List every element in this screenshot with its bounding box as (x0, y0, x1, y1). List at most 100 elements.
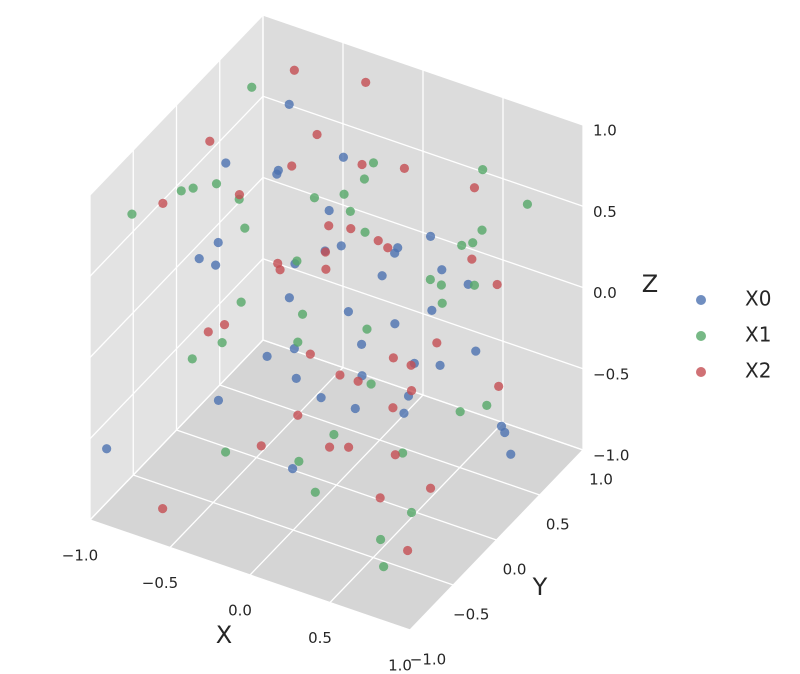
point (213, 237, 223, 248)
point (373, 236, 383, 246)
point (399, 408, 409, 418)
point (321, 264, 331, 274)
x-axis-label: X (216, 621, 232, 649)
grid-line (262, 14, 584, 126)
point (357, 159, 367, 170)
point (390, 319, 400, 329)
point (427, 305, 437, 315)
point (478, 165, 488, 175)
x-tick-label: 0.5 (308, 629, 332, 647)
grid-line (262, 339, 584, 451)
grid-line (89, 177, 264, 358)
point (361, 77, 371, 87)
grid-line (262, 95, 584, 207)
point (494, 381, 504, 391)
point (272, 169, 282, 179)
grid-line (176, 429, 497, 541)
point (376, 534, 386, 545)
point (262, 351, 272, 361)
grid-line (89, 95, 264, 277)
point (437, 298, 447, 308)
legend-marker (696, 295, 706, 305)
point (320, 247, 331, 257)
point (187, 354, 197, 364)
z-axis-label: Z (642, 270, 658, 298)
x-tick-label: −0.5 (142, 574, 178, 592)
y-tick-label: 0.5 (546, 516, 570, 534)
point (273, 258, 283, 268)
grid-line (89, 339, 264, 521)
point (471, 346, 481, 356)
point (425, 231, 436, 241)
legend-label: X2 (745, 359, 771, 383)
point (388, 353, 398, 363)
point (390, 450, 400, 460)
z-tick-label: −0.5 (593, 365, 629, 383)
point (477, 225, 487, 235)
point (158, 504, 168, 514)
point (496, 421, 507, 431)
point (360, 227, 370, 237)
point (221, 158, 231, 168)
grid-line (219, 384, 540, 496)
point (324, 442, 335, 452)
point (194, 254, 204, 264)
point (506, 449, 516, 459)
grid-line (262, 258, 584, 370)
point (406, 386, 417, 396)
point (492, 279, 502, 290)
point (305, 349, 315, 359)
point (316, 393, 326, 403)
point (403, 545, 413, 556)
point (366, 379, 376, 389)
point (425, 274, 435, 285)
point (338, 152, 349, 162)
point (467, 254, 477, 264)
z-tick-label: 0.0 (593, 284, 617, 302)
point (399, 163, 409, 173)
legend-label: X0 (745, 287, 771, 311)
point (425, 483, 436, 493)
point (437, 265, 447, 275)
y-tick-label: 0.0 (503, 561, 527, 579)
z-tick-label: −1.0 (593, 447, 629, 465)
point (329, 429, 339, 440)
legend-marker (696, 367, 706, 377)
point (176, 186, 186, 196)
point (309, 193, 320, 203)
point (287, 161, 297, 171)
point (211, 260, 221, 270)
x-tick-label: −1.0 (62, 547, 98, 565)
legend-marker (696, 331, 706, 341)
point (310, 487, 320, 497)
point (292, 256, 302, 266)
y-tick-label: 1.0 (589, 471, 613, 489)
point (291, 373, 301, 383)
point (346, 224, 356, 234)
point (240, 223, 250, 233)
point (339, 189, 349, 199)
point (457, 240, 467, 250)
point (256, 441, 266, 451)
x-tick-label: 0.0 (228, 602, 252, 620)
point (436, 280, 446, 290)
grid-line (89, 14, 264, 196)
point (297, 309, 308, 319)
point (102, 444, 112, 454)
point (362, 324, 372, 334)
point (127, 209, 137, 219)
point (482, 400, 492, 410)
point (356, 339, 367, 349)
point (455, 407, 465, 417)
y-tick-label: −0.5 (453, 606, 489, 624)
legend-label: X1 (745, 323, 771, 347)
point (388, 403, 398, 413)
point (469, 280, 480, 290)
point (406, 360, 416, 370)
point (345, 206, 355, 216)
point (158, 198, 168, 208)
point (205, 136, 215, 146)
point (293, 410, 303, 420)
point (293, 337, 303, 347)
